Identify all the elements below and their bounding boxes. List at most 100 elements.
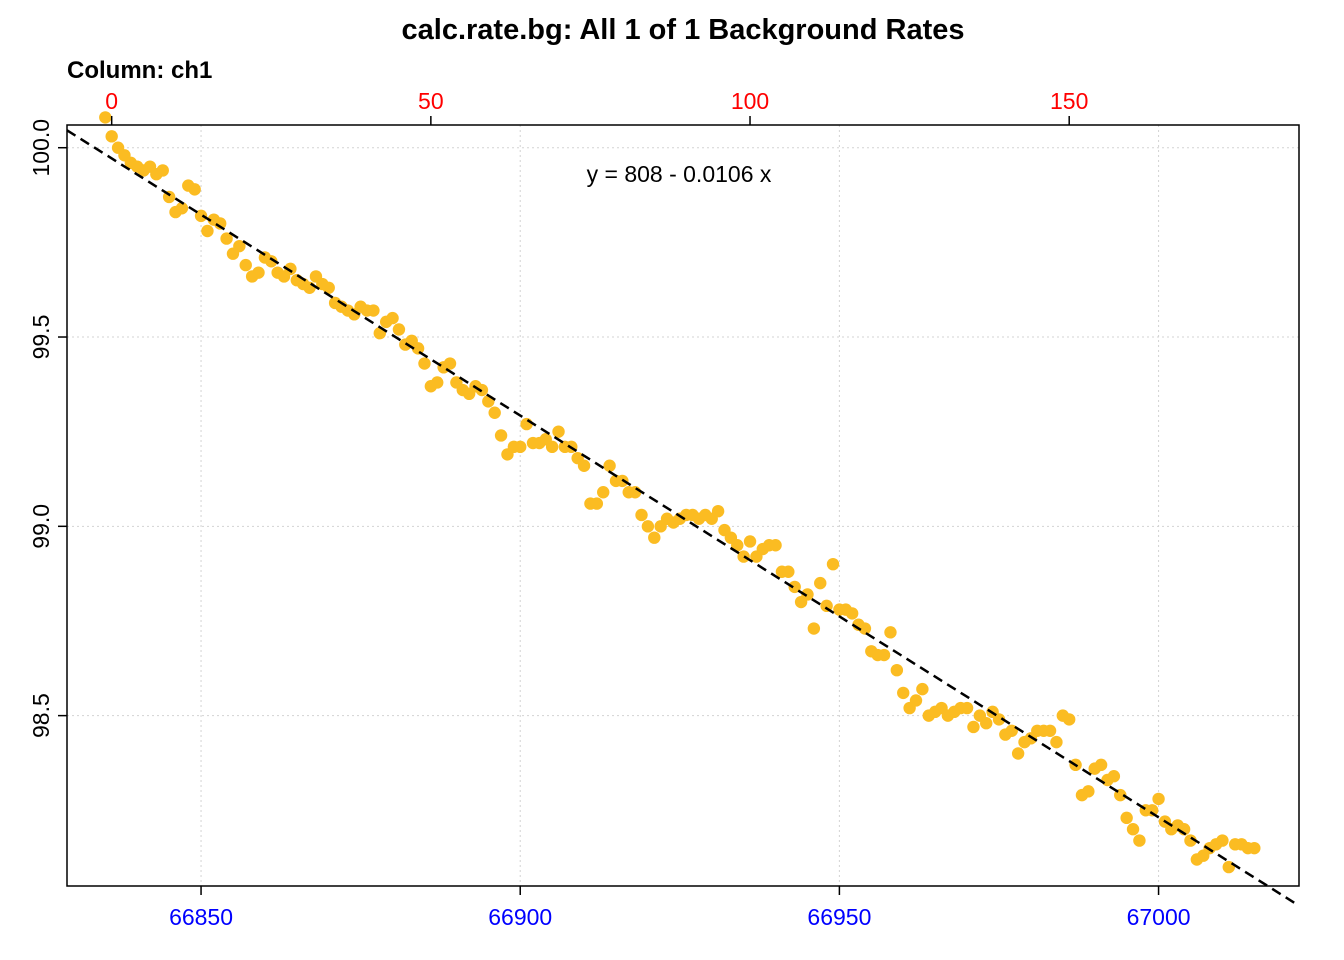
data-point	[826, 557, 840, 571]
data-point	[545, 440, 559, 454]
data-point	[980, 716, 993, 730]
data-point	[641, 520, 655, 533]
data-point	[909, 694, 923, 707]
data-point	[392, 323, 406, 336]
x-tick-label: 66850	[169, 904, 233, 930]
data-point	[214, 217, 227, 230]
data-point	[488, 406, 501, 419]
data-point	[967, 720, 980, 734]
x-tick-label: 66950	[807, 904, 871, 930]
data-point	[858, 622, 872, 635]
data-point	[916, 682, 929, 696]
data-point	[99, 111, 112, 124]
data-point	[814, 576, 827, 590]
regression-equation: y = 808 - 0.0106 x	[587, 161, 772, 187]
top-tick-label: 50	[418, 88, 444, 114]
top-x-axis: 0 50 100 150	[105, 88, 1088, 125]
top-tick-label: 150	[1050, 88, 1088, 114]
data-point	[788, 580, 801, 594]
data-point	[648, 531, 661, 544]
data-point	[303, 281, 316, 295]
data-point	[890, 663, 904, 677]
data-point	[494, 429, 508, 442]
data-point	[992, 713, 1006, 726]
data-point	[635, 508, 648, 522]
data-point	[1126, 823, 1140, 836]
data-point	[628, 486, 642, 499]
y-tick-label: 100.0	[28, 119, 54, 177]
data-point	[1043, 724, 1057, 737]
data-point	[284, 262, 297, 276]
data-point	[1120, 811, 1133, 825]
data-point	[807, 622, 821, 635]
y-tick-label: 99.5	[28, 315, 54, 360]
data-point	[884, 626, 897, 639]
data-point	[1062, 713, 1076, 726]
data-point	[411, 342, 425, 355]
data-point	[386, 311, 399, 325]
data-point	[737, 550, 750, 563]
data-point	[552, 425, 565, 438]
data-point	[1216, 834, 1229, 847]
data-point	[877, 648, 891, 662]
data-point	[265, 255, 278, 268]
data-point	[1107, 770, 1121, 783]
data-point	[239, 258, 252, 272]
chart-title: calc.rate.bg: All 1 of 1 Background Rate…	[402, 14, 965, 46]
data-point	[514, 440, 527, 454]
data-point	[597, 486, 610, 499]
data-point	[252, 266, 265, 279]
x-tick-label: 67000	[1127, 904, 1191, 930]
fit-line-layer	[66, 129, 1300, 907]
data-point	[1094, 758, 1108, 772]
grid-lines	[67, 125, 1299, 886]
data-point	[367, 304, 380, 317]
data-point	[194, 209, 208, 223]
data-point	[1152, 792, 1165, 806]
data-point	[175, 202, 189, 215]
data-point	[233, 239, 246, 253]
data-point	[743, 535, 757, 548]
data-point	[1248, 841, 1261, 855]
data-point	[1011, 747, 1025, 760]
data-point	[520, 417, 533, 431]
data-point	[220, 232, 233, 245]
data-point	[577, 459, 591, 472]
data-point	[1050, 735, 1063, 749]
regression-fit-line	[66, 129, 1300, 907]
data-point	[603, 459, 616, 472]
bottom-x-axis: 66850 66900 66950 67000	[169, 886, 1191, 930]
data-points	[99, 111, 1261, 874]
data-point	[1184, 834, 1197, 847]
data-point	[188, 183, 201, 196]
data-point	[782, 565, 795, 578]
data-point	[769, 539, 782, 552]
data-point	[897, 686, 910, 700]
chart-subtitle: Column: ch1	[67, 57, 212, 84]
top-tick-label: 100	[731, 88, 769, 114]
data-point	[845, 607, 859, 620]
data-point	[443, 357, 457, 370]
plot-frame	[66, 124, 1300, 887]
x-tick-label: 66900	[488, 904, 552, 930]
data-point	[1133, 834, 1146, 847]
data-point	[960, 701, 974, 715]
data-point	[711, 504, 725, 518]
data-point	[322, 281, 335, 295]
data-point	[431, 376, 444, 389]
data-point	[201, 224, 214, 238]
data-point	[418, 357, 431, 370]
data-point	[1145, 804, 1159, 817]
left-y-axis: 98.5 99.0 99.5 100.0	[28, 119, 67, 738]
y-tick-label: 98.5	[28, 693, 54, 738]
data-point	[801, 588, 814, 601]
data-point	[156, 164, 169, 177]
data-point	[1082, 785, 1095, 798]
data-point	[590, 497, 604, 510]
data-point	[105, 130, 118, 143]
y-tick-label: 99.0	[28, 504, 54, 549]
data-point	[1222, 860, 1235, 874]
data-point	[731, 539, 744, 552]
top-tick-label: 0	[105, 88, 118, 114]
